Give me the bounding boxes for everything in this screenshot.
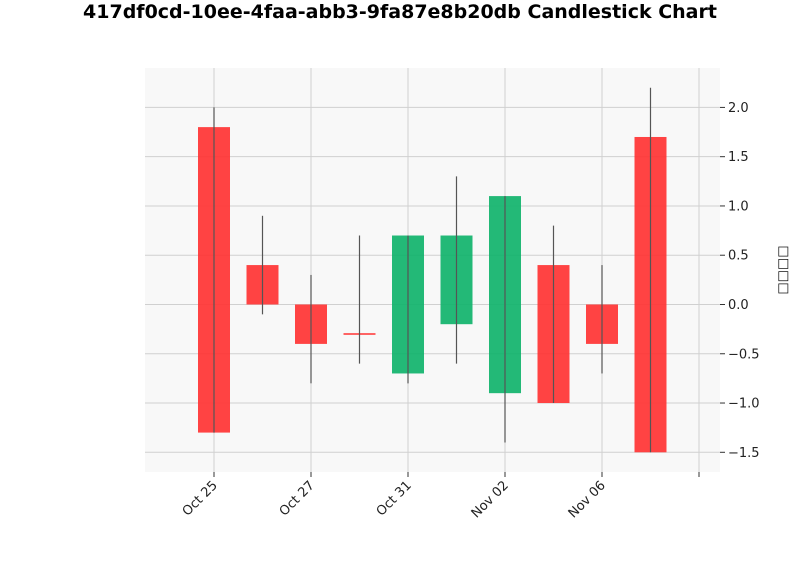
y-tick-label: 2.0	[728, 101, 749, 116]
x-tick-label: Nov 06	[566, 478, 609, 521]
y-tick-label: 0.0	[728, 298, 749, 313]
y-tick-label: 0.5	[728, 249, 749, 264]
y-axis-label: □□□□	[776, 245, 791, 294]
y-tick-label: 1.5	[728, 150, 749, 165]
chart-title: 417df0cd-10ee-4faa-abb3-9fa87e8b20db Can…	[83, 1, 717, 23]
x-tick-label: Oct 27	[277, 478, 318, 519]
x-tick-label: Nov 02	[469, 478, 512, 521]
plot-background	[145, 68, 720, 472]
x-tick-label: Oct 25	[180, 478, 221, 519]
y-tick-label: −0.5	[728, 347, 760, 362]
y-tick-label: 1.0	[728, 199, 749, 214]
y-tick-label: −1.0	[728, 397, 760, 412]
x-tick-label: Oct 31	[374, 478, 415, 519]
y-tick-label: −1.5	[728, 446, 760, 461]
